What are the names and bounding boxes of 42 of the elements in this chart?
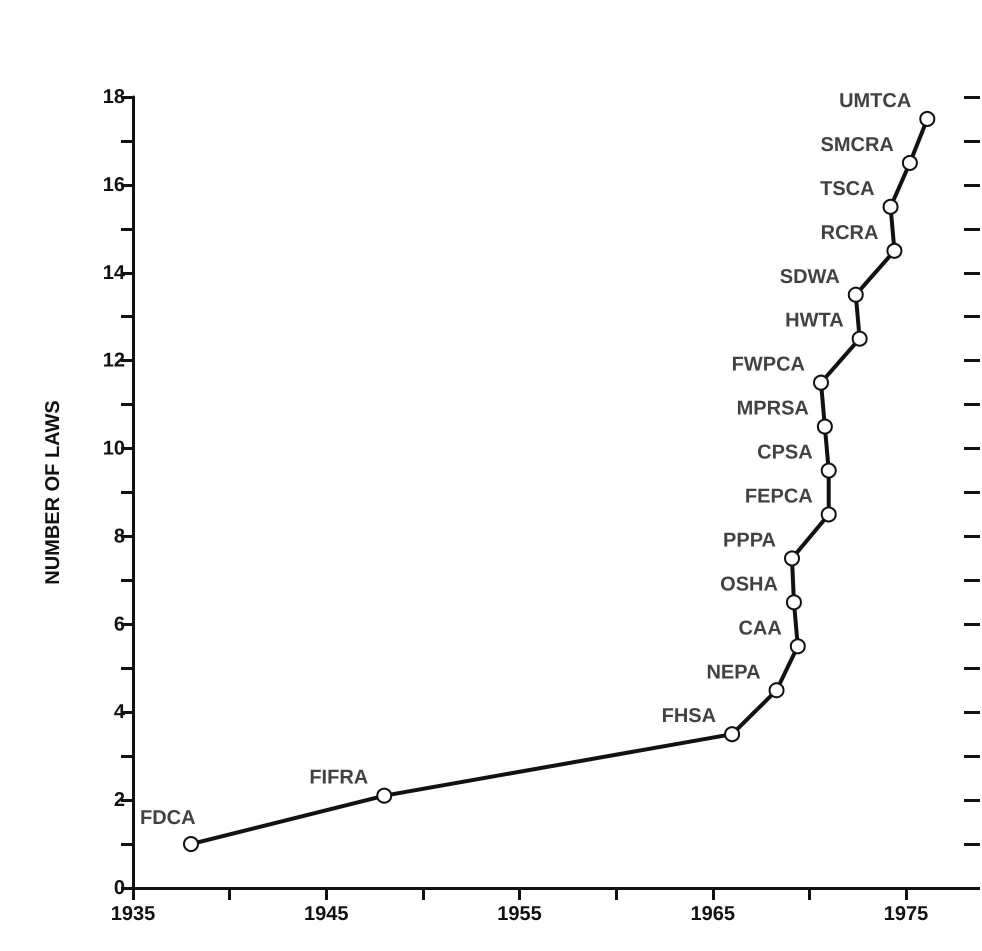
point — [768, 682, 785, 698]
point — [376, 788, 392, 804]
point — [790, 638, 806, 654]
point — [919, 110, 936, 127]
y-tick-label: 12 — [102, 350, 125, 372]
point — [816, 418, 833, 435]
annotation: CPSA — [757, 442, 813, 464]
annotation: PPPA — [723, 529, 776, 552]
point — [886, 242, 902, 259]
annotation: FEPCA — [744, 485, 813, 508]
point — [784, 550, 800, 566]
x-tick-label: 1945 — [304, 903, 349, 925]
annotation: NEPA — [706, 661, 761, 684]
x-tick-label: 1965 — [690, 903, 736, 925]
annotation: TSCA — [820, 178, 875, 200]
annotation: MPRSA — [736, 398, 809, 420]
annotation: FHSA — [662, 705, 716, 728]
point — [848, 286, 864, 303]
point — [813, 374, 829, 391]
point — [852, 330, 868, 347]
point — [786, 594, 802, 610]
point — [820, 462, 837, 479]
annotation: FIFRA — [309, 766, 368, 789]
annotation: FDCA — [140, 807, 196, 830]
annotation: SDWA — [780, 266, 840, 288]
annotation: CAA — [738, 617, 782, 640]
x-tick-label: 1955 — [497, 903, 542, 925]
annotation: OSHA — [720, 573, 778, 596]
y-axis-title: NUMBER OF LAWS — [42, 400, 64, 585]
annotation: RCRA — [820, 222, 878, 244]
annotation: FWPCA — [732, 354, 805, 376]
x-tick-label: 1975 — [884, 903, 928, 925]
annotation: SMCRA — [820, 134, 894, 156]
point — [902, 154, 918, 171]
y-tick-label: 2 — [114, 789, 125, 812]
point — [182, 836, 199, 852]
point — [882, 198, 899, 215]
x-tick-label: 1935 — [110, 903, 156, 925]
annotation: UMTCA — [839, 90, 912, 112]
point — [724, 726, 740, 742]
point — [820, 506, 837, 522]
annotation: HWTA — [785, 310, 844, 332]
